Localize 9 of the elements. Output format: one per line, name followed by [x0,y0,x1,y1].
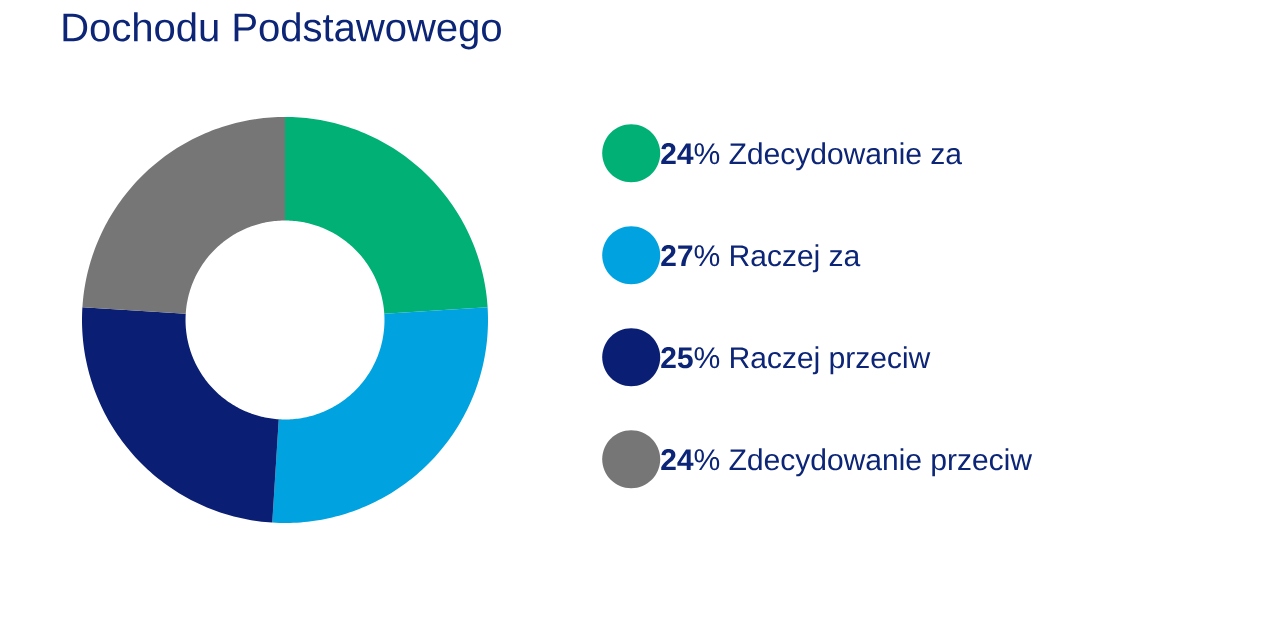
chart-title: Dochodu Podstawowego [63,12,501,50]
data-label: 24% [661,449,720,471]
legend-label: Raczej za [731,244,861,273]
legend-label: Zdecydowanie za [729,142,962,171]
legend-label: Zdecydowanie przeciw [729,448,1033,477]
data-label: 25% [661,347,720,369]
data-label: 24% [661,143,720,165]
data-label: 27% [661,245,720,267]
legend-label: Raczej przeciw [731,346,931,375]
